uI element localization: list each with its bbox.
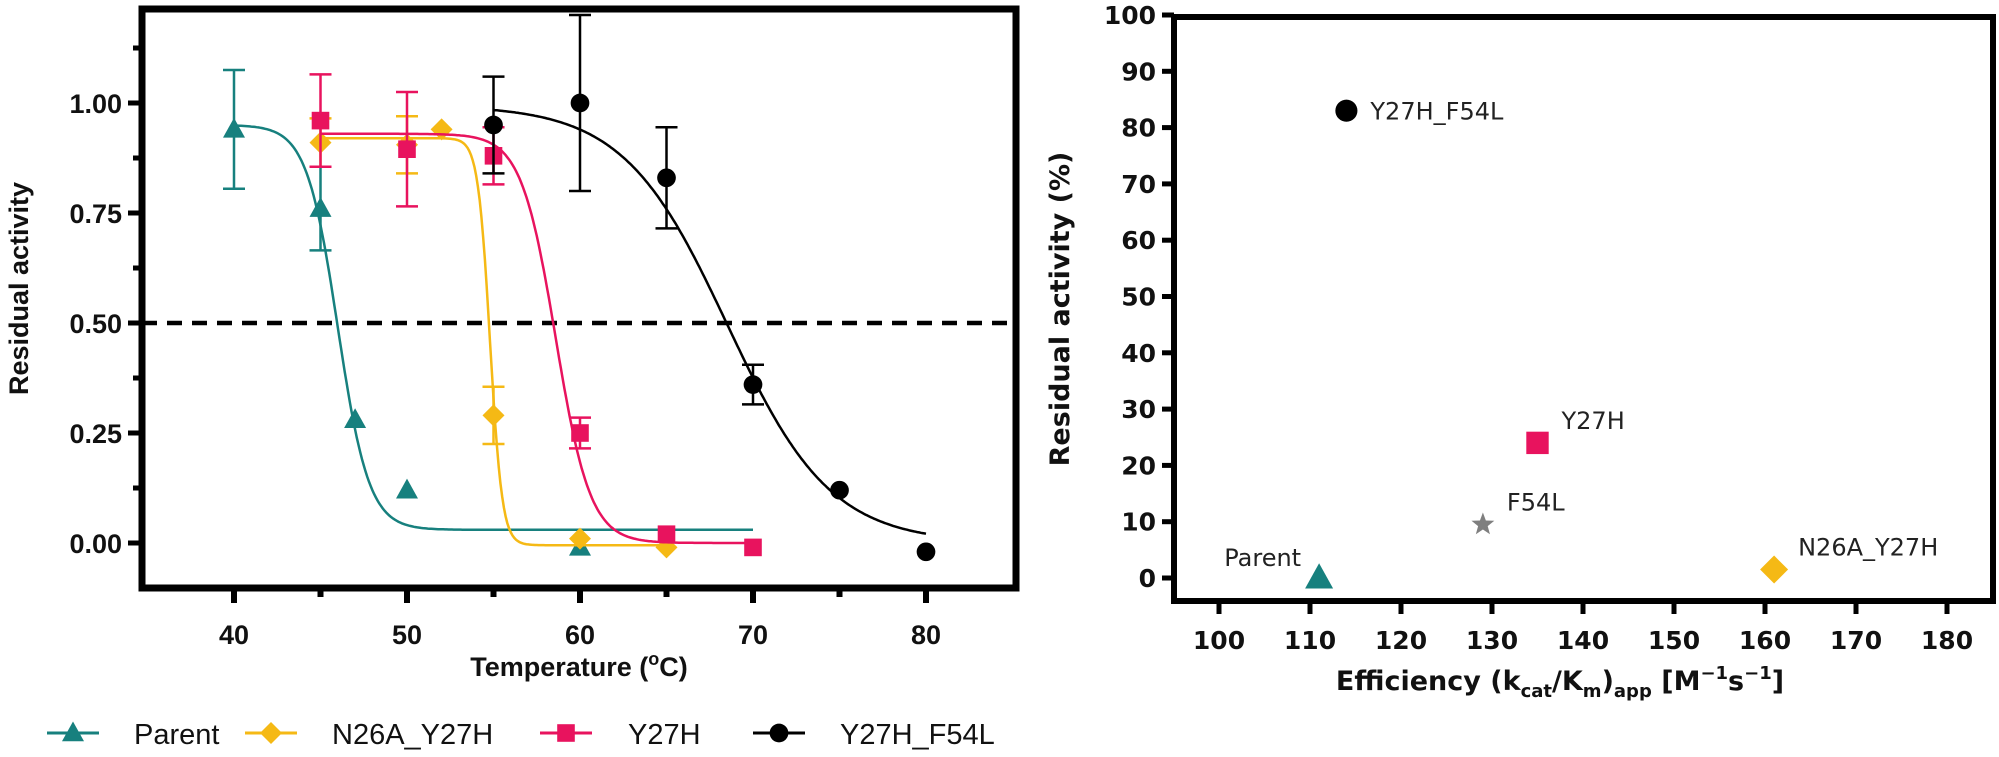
- y-tick-label: 50: [1121, 283, 1156, 312]
- x-axis-title: Efficiency (kcat/Km)app [M−1s−1]: [1336, 663, 1784, 702]
- x-tick-label: 150: [1648, 626, 1700, 655]
- data-point: [396, 478, 418, 499]
- x-tick-label: 60: [565, 620, 595, 650]
- data-point: [482, 404, 505, 427]
- y-tick-label: 0.75: [69, 199, 122, 229]
- x-tick-label: 160: [1739, 626, 1791, 655]
- legend-marker: [769, 723, 789, 743]
- data-point: [223, 117, 245, 138]
- y-tick-label: 0.25: [69, 419, 122, 449]
- point-n26a_y27h: N26A_Y27H: [1760, 534, 1938, 584]
- efficiency-scatter-chart: 0 10 20 30 40 50 60 70 80 90 100 100 110 120 130 140 150…: [1045, 1, 1996, 702]
- x-tick-label: 120: [1375, 626, 1427, 655]
- x-tick-label: 110: [1284, 626, 1336, 655]
- y-tick-label: 20: [1121, 451, 1156, 480]
- y-tick-label: 70: [1121, 170, 1156, 199]
- point-y27h_f54l: Y27H_F54L: [1335, 98, 1504, 126]
- y-axis-title: Residual activity: [4, 182, 34, 395]
- legend-item: Y27H: [540, 719, 701, 751]
- data-point: [309, 197, 332, 217]
- x-tick-label: 70: [738, 620, 768, 650]
- data-point: [830, 480, 849, 500]
- thermal-inactivation-chart: 0.00 0.25 0.50 0.75 1.00 40 50 60 70 80 Temperatur…: [4, 5, 1020, 751]
- data-point: [571, 424, 589, 442]
- x-tick-label: 40: [219, 620, 249, 650]
- x-tick-label: 100: [1193, 626, 1245, 655]
- y-tick-label: 30: [1121, 395, 1156, 424]
- legend-marker: [557, 724, 575, 742]
- x-tick-label: 130: [1466, 626, 1518, 655]
- data-point: [1335, 99, 1358, 122]
- x-tick-label: 180: [1921, 626, 1973, 655]
- data-point: [344, 408, 367, 429]
- y-tick-label: 0: [1139, 564, 1156, 593]
- legend-marker: [260, 722, 282, 744]
- y-tick-label: 0.00: [69, 529, 122, 559]
- y-tick-label: 90: [1121, 57, 1156, 86]
- series-y27h_f54l: [482, 13, 936, 562]
- y-tick-label: 10: [1121, 508, 1156, 537]
- y-tick-label: 40: [1121, 339, 1156, 368]
- legend: Parent N26A_Y27H Y27H Y27H_F54L: [47, 719, 995, 751]
- point-y27h: Y27H: [1526, 407, 1625, 455]
- point-f54l: F54L: [1471, 489, 1565, 535]
- legend-label: Y27H_F54L: [840, 719, 995, 751]
- y-tick-label: 0.50: [69, 309, 122, 339]
- data-point: [1305, 563, 1334, 589]
- legend-label: N26A_Y27H: [332, 719, 493, 751]
- fit-curve: [233, 124, 753, 532]
- y-tick-label: 80: [1121, 114, 1156, 143]
- data-point: [398, 140, 416, 158]
- plot-frame: [1171, 14, 1996, 604]
- point-label: N26A_Y27H: [1798, 534, 1938, 562]
- x-tick-label: 140: [1557, 626, 1609, 655]
- data-point: [1760, 555, 1789, 584]
- fit-curve: [320, 132, 753, 545]
- x-tick-label: 170: [1830, 626, 1882, 655]
- series-y27h: [309, 73, 762, 557]
- data-point: [311, 111, 330, 130]
- point-label: F54L: [1507, 489, 1565, 517]
- legend-label: Parent: [134, 719, 219, 751]
- data-point: [657, 525, 676, 543]
- data-point: [484, 115, 503, 135]
- point-label: Y27H: [1561, 407, 1625, 435]
- data-point: [570, 93, 590, 113]
- fit-curve: [493, 108, 927, 535]
- point-label: Y27H_F54L: [1369, 98, 1504, 126]
- legend-item: Y27H_F54L: [753, 719, 995, 751]
- data-point: [743, 375, 763, 394]
- y-axis-title: Residual activity (%): [1045, 152, 1076, 467]
- legend-label: Y27H: [628, 719, 701, 751]
- data-point: [744, 538, 762, 557]
- point-parent: Parent: [1224, 544, 1334, 589]
- legend-item: Parent: [47, 719, 219, 751]
- y-tick-label: 100: [1104, 1, 1156, 30]
- data-point: [916, 542, 936, 562]
- legend-marker: [62, 721, 84, 742]
- data-point: [569, 527, 591, 550]
- data-point: [1526, 431, 1549, 455]
- data-point: [657, 168, 676, 188]
- y-tick-label: 1.00: [69, 89, 122, 119]
- x-tick-label: 80: [911, 620, 941, 650]
- point-label: Parent: [1224, 544, 1301, 572]
- data-point: [1471, 512, 1495, 535]
- y-tick-label: 60: [1121, 226, 1156, 255]
- fit-curve: [320, 136, 667, 547]
- legend-item: N26A_Y27H: [245, 719, 493, 751]
- x-tick-label: 50: [392, 620, 422, 650]
- x-axis-title: Temperature (oC): [470, 649, 688, 682]
